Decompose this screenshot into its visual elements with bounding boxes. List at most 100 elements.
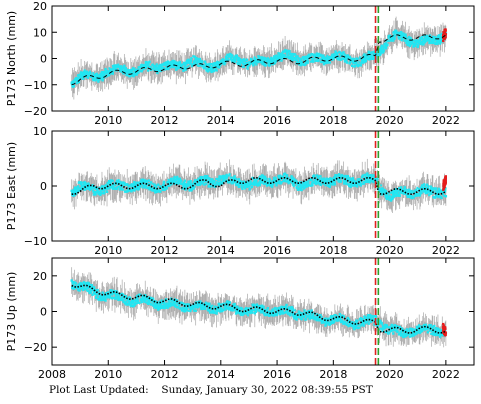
observation-point (326, 184, 329, 187)
observation-point (315, 181, 318, 184)
x-tick-label: 2010 (94, 244, 122, 257)
observation-point (363, 55, 366, 58)
observation-point (81, 186, 84, 189)
observation-point (165, 65, 168, 68)
observation-point (294, 55, 297, 58)
observation-point (429, 187, 432, 190)
observation-point (426, 191, 429, 194)
observation-point (348, 55, 351, 58)
observation-point (271, 183, 275, 186)
observation-point (185, 184, 188, 187)
observation-point (380, 188, 383, 191)
observation-point (133, 184, 136, 187)
observation-point (182, 307, 186, 310)
observation-point (226, 180, 229, 183)
observation-point (382, 189, 385, 192)
observation-point (201, 64, 204, 67)
observation-point (174, 178, 177, 182)
observation-point (331, 55, 334, 58)
observation-point (274, 181, 277, 184)
observation-point (436, 42, 439, 45)
observation-point (265, 60, 268, 63)
observation-point (191, 188, 194, 191)
observation-point (205, 63, 208, 66)
observation-point (210, 62, 213, 65)
observation-point (127, 185, 130, 188)
observation-point (348, 58, 351, 61)
observation-point (400, 190, 403, 193)
observation-point (405, 193, 408, 196)
x-tick-label: 2012 (151, 114, 179, 127)
observation-point (187, 180, 190, 183)
observation-point (416, 45, 419, 49)
observation-point (92, 287, 95, 290)
observation-point (89, 187, 92, 190)
up-panel: 2008 2010 2012 2014 2016 2018 2020 2022−20020P1… (5, 257, 475, 381)
observation-point (78, 289, 81, 292)
observation-point (356, 182, 360, 185)
observation-point (419, 192, 422, 195)
observation-point (197, 304, 200, 308)
observation-point (355, 63, 358, 66)
observation-point (109, 68, 112, 71)
observation-point (440, 40, 443, 43)
observation-point (326, 57, 329, 60)
observation-point (414, 193, 417, 196)
x-tick-label: 2022 (432, 244, 460, 257)
observation-point (369, 52, 372, 55)
observation-point (352, 184, 355, 187)
observation-point (80, 75, 83, 79)
observation-point (306, 60, 309, 63)
observation-point (119, 70, 122, 73)
observation-point (262, 60, 265, 63)
observation-point (122, 181, 125, 184)
observation-point (242, 180, 246, 183)
observation-point (100, 191, 103, 195)
observation-point (258, 175, 261, 178)
observation-point (407, 188, 410, 191)
observation-point (167, 67, 170, 71)
observation-point (82, 72, 85, 75)
observation-point (366, 320, 369, 324)
observation-point (118, 185, 121, 188)
observation-point (226, 56, 229, 59)
observation-point (333, 317, 337, 320)
observation-point (335, 56, 338, 59)
observation-point (380, 184, 383, 187)
observation-point (281, 306, 284, 309)
observation-point (286, 54, 289, 57)
observation-point (131, 188, 134, 192)
observation-point (409, 43, 412, 46)
observation-point (240, 184, 243, 187)
observation-point (441, 192, 444, 195)
observation-point (323, 180, 326, 183)
observation-point (151, 67, 154, 70)
observation-point (362, 182, 365, 185)
observation-point (76, 74, 80, 77)
observation-point (348, 182, 352, 185)
observation-point (210, 70, 213, 74)
observation-point (120, 181, 123, 184)
observation-point (370, 176, 373, 179)
observation-point (320, 177, 323, 180)
observation-point (176, 306, 179, 309)
observation-point (384, 194, 387, 197)
observation-point (319, 58, 322, 61)
observation-point (341, 58, 344, 61)
observation-point (153, 306, 156, 309)
observation-point (399, 186, 403, 189)
observation-point (130, 69, 133, 72)
observation-point (420, 186, 423, 189)
observation-point (169, 65, 172, 68)
observation-point (420, 184, 424, 187)
observation-point (145, 180, 148, 183)
observation-point (349, 185, 352, 188)
observation-point (234, 56, 237, 59)
observation-point (440, 189, 443, 192)
observation-point (413, 44, 416, 47)
observation-point (345, 54, 348, 57)
observation-point (100, 71, 104, 74)
observation-point (384, 45, 387, 48)
observation-point (145, 61, 148, 64)
observation-point (169, 64, 172, 67)
